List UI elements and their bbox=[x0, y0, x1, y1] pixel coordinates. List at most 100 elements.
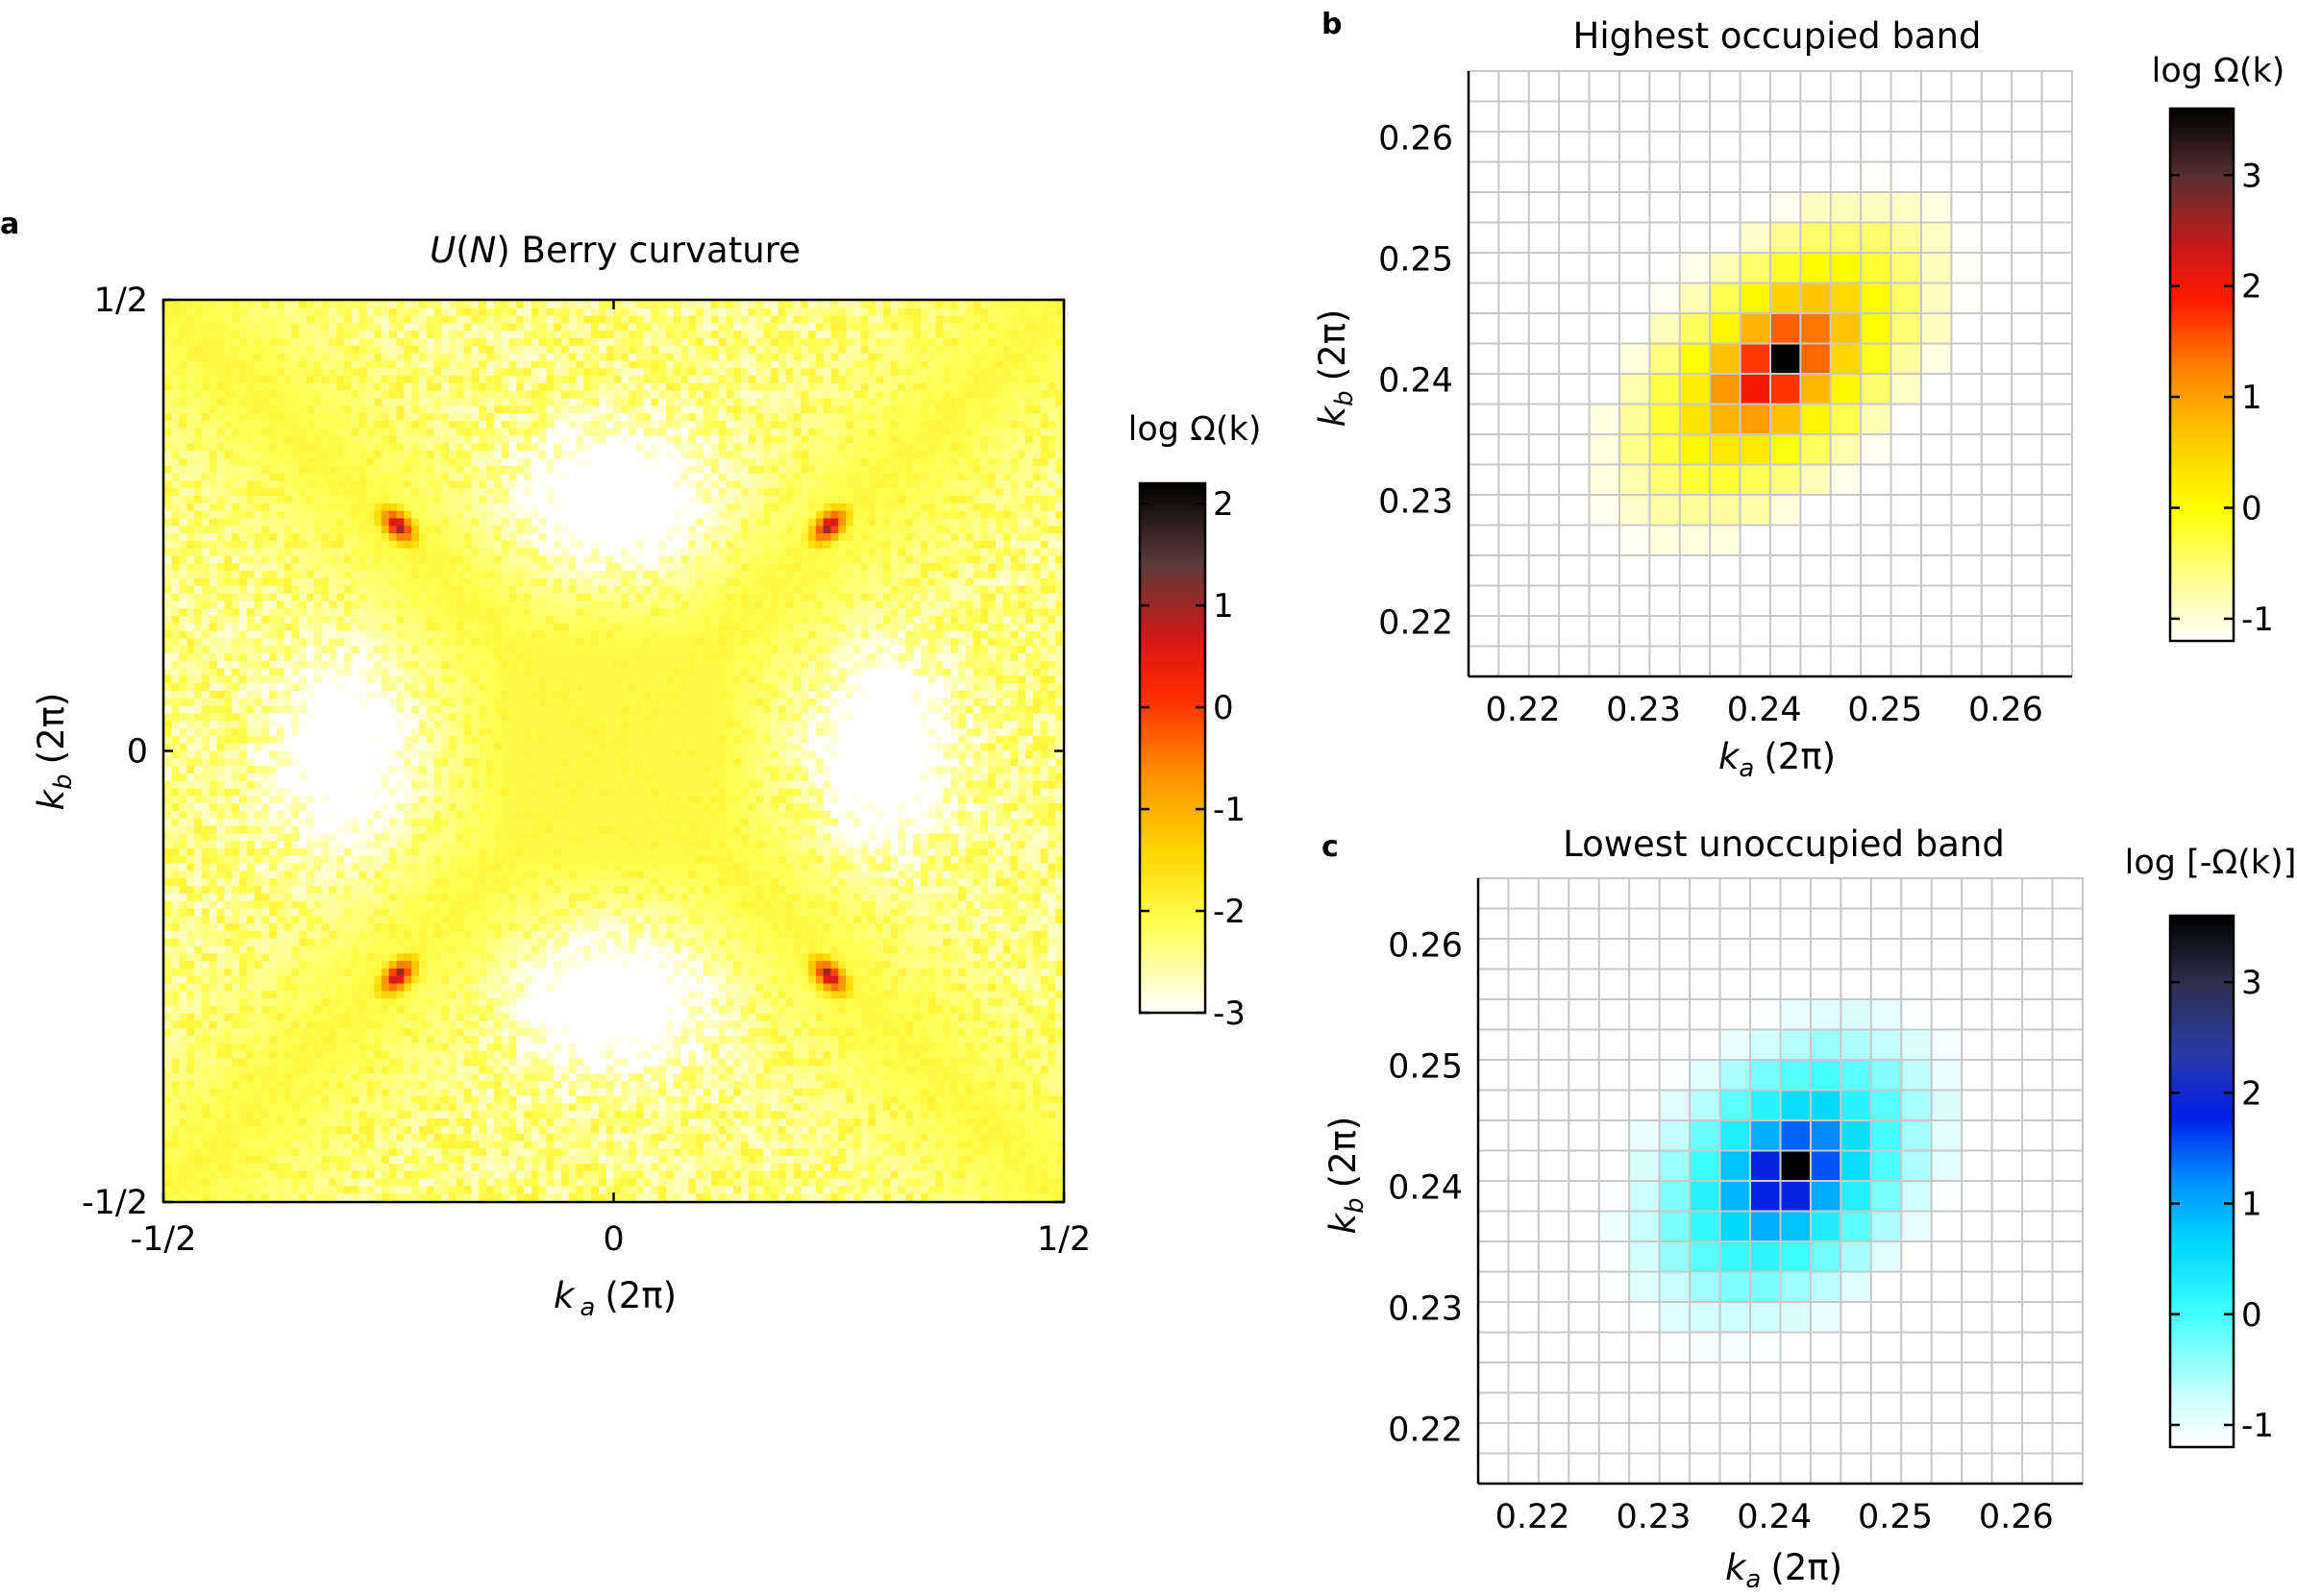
heat-cell bbox=[171, 428, 181, 437]
heat-cell bbox=[846, 555, 854, 564]
heat-cell bbox=[441, 443, 450, 452]
heat-cell bbox=[186, 548, 195, 557]
heat-cell bbox=[486, 608, 495, 617]
heat-cell bbox=[860, 451, 870, 459]
heat-cell bbox=[1048, 533, 1056, 542]
heat-cell bbox=[381, 571, 390, 579]
heat-cell bbox=[426, 376, 435, 384]
heat-cell bbox=[913, 465, 922, 475]
heat-cell bbox=[411, 577, 420, 587]
heat-cell bbox=[471, 480, 480, 489]
heat-cell bbox=[299, 405, 308, 414]
heat-cell bbox=[808, 465, 817, 475]
heat-cell bbox=[336, 526, 345, 534]
heat-cell bbox=[688, 390, 697, 400]
heat-cell bbox=[793, 382, 802, 392]
heat-cell bbox=[629, 331, 637, 339]
heat-cell bbox=[830, 480, 839, 489]
heat-cell bbox=[710, 413, 720, 422]
heat-cell bbox=[164, 608, 173, 617]
heat-cell bbox=[344, 540, 353, 550]
heat-cell bbox=[508, 540, 517, 550]
heat-cell bbox=[411, 465, 420, 475]
heat-cell bbox=[718, 315, 727, 325]
heat-cell bbox=[785, 577, 795, 587]
heat-cell bbox=[479, 548, 487, 557]
heat-cell bbox=[688, 307, 697, 317]
heat-cell bbox=[988, 488, 997, 497]
heat-cell bbox=[336, 301, 345, 309]
heat-cell bbox=[554, 420, 562, 430]
heat-cell bbox=[336, 585, 345, 595]
heat-cell bbox=[718, 301, 727, 309]
heat-cell bbox=[404, 510, 412, 520]
heat-cell bbox=[1040, 488, 1050, 497]
heat-cell bbox=[1018, 315, 1026, 325]
heat-cell bbox=[680, 382, 690, 392]
heat-cell bbox=[957, 315, 967, 325]
heat-cell bbox=[920, 593, 929, 602]
heat-cell bbox=[621, 390, 630, 400]
heat-cell bbox=[778, 593, 787, 602]
heat-cell bbox=[680, 585, 690, 595]
heat-cell bbox=[748, 405, 757, 414]
heat-cell bbox=[973, 548, 981, 557]
heat-cell bbox=[846, 360, 854, 369]
heat-cell bbox=[838, 577, 847, 587]
heat-cell bbox=[763, 510, 772, 520]
heat-cell bbox=[973, 593, 981, 602]
heat-cell bbox=[613, 457, 622, 467]
heat-cell bbox=[186, 593, 195, 602]
heat-cell bbox=[583, 473, 592, 481]
heat-cell bbox=[568, 510, 578, 520]
heat-cell bbox=[748, 510, 757, 520]
heat-cell bbox=[560, 338, 570, 347]
heat-cell bbox=[748, 465, 757, 475]
heat-cell bbox=[374, 555, 383, 564]
heat-cell bbox=[321, 608, 331, 617]
heat-cell bbox=[246, 526, 256, 534]
heat-cell bbox=[463, 307, 473, 317]
heat-cell bbox=[658, 398, 667, 406]
heat-cell bbox=[876, 345, 884, 355]
heat-cell bbox=[404, 398, 412, 406]
heat-cell bbox=[666, 555, 675, 564]
heat-cell bbox=[449, 503, 457, 512]
heat-cell bbox=[830, 360, 839, 369]
heat-cell bbox=[1048, 457, 1056, 467]
heat-cell bbox=[531, 465, 540, 475]
heat-cell bbox=[508, 301, 517, 309]
heat-cell bbox=[538, 540, 547, 550]
heat-cell bbox=[381, 315, 390, 325]
heat-cell bbox=[1048, 503, 1056, 512]
heat-cell bbox=[1032, 435, 1042, 444]
heat-cell bbox=[441, 420, 450, 430]
heat-cell bbox=[905, 488, 914, 497]
heat-cell bbox=[935, 376, 944, 384]
heat-cell bbox=[591, 518, 600, 527]
heat-cell bbox=[621, 301, 630, 309]
heat-cell bbox=[778, 465, 787, 475]
heat-cell bbox=[598, 585, 607, 595]
heat-cell bbox=[935, 496, 944, 504]
heat-cell bbox=[876, 353, 884, 362]
heat-cell bbox=[733, 593, 742, 602]
heat-cell bbox=[613, 473, 622, 481]
heat-cell bbox=[201, 420, 210, 430]
heat-cell bbox=[920, 413, 929, 422]
heat-cell bbox=[224, 540, 233, 550]
heat-cell bbox=[823, 548, 832, 557]
heat-cell bbox=[269, 608, 278, 617]
heat-cell bbox=[927, 435, 937, 444]
heat-cell bbox=[1040, 428, 1050, 437]
heat-cell bbox=[898, 331, 906, 339]
heat-cell bbox=[284, 571, 293, 579]
heat-cell bbox=[374, 503, 383, 512]
heat-cell bbox=[778, 457, 787, 467]
heat-cell bbox=[883, 480, 892, 489]
heat-cell bbox=[883, 420, 892, 430]
heat-cell bbox=[546, 533, 555, 542]
heat-cell bbox=[404, 577, 412, 587]
heat-cell bbox=[965, 593, 975, 602]
heat-cell bbox=[1018, 376, 1026, 384]
